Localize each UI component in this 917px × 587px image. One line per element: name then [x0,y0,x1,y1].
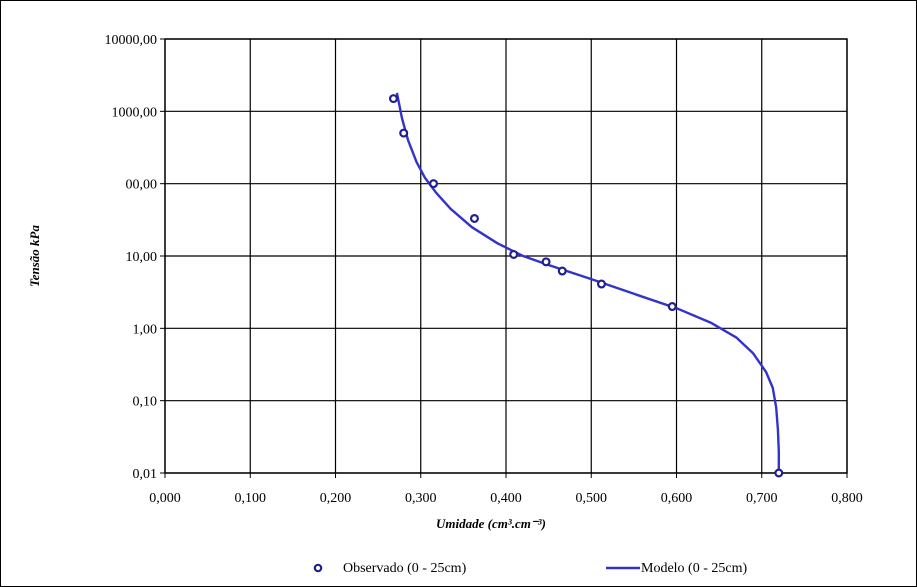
data-point-observado [557,266,567,276]
y-tick-label: 00,00 [126,178,158,193]
data-point-observado [541,257,551,267]
legend-label-observado: Observado (0 - 25cm) [343,561,467,576]
data-point-observado [596,279,606,289]
data-point-observado [429,179,439,189]
x-tick-label: 0,300 [405,491,437,506]
x-tick-label: 0,200 [320,491,352,506]
legend-marker-observado [313,563,323,573]
x-tick-label: 0,400 [490,491,522,506]
x-tick-label: 0,100 [235,491,267,506]
y-tick-label: 1,00 [133,322,158,337]
x-tick-label: 0,800 [831,491,863,506]
x-axis-title: Umidade (cm³.cm⁻³) [436,516,546,531]
data-point-observado [399,128,409,138]
y-tick-label: 0,10 [133,395,158,410]
y-tick-label: 0,01 [133,467,158,482]
x-tick-label: 0,000 [149,491,181,506]
data-point-observado [667,302,677,312]
x-tick-label: 0,600 [661,491,693,506]
x-tick-label: 0,500 [576,491,608,506]
y-tick-label: 1000,00 [112,105,158,120]
y-axis-title: Tensão kPa [27,225,42,287]
data-point-observado [388,94,398,104]
data-point-observado [509,249,519,259]
data-point-observado [469,213,479,223]
y-tick-label: 10,00 [126,250,158,265]
data-point-observado [774,468,784,478]
x-tick-label: 0,700 [746,491,778,506]
series-line-modelo [395,92,780,473]
legend-label-modelo: Modelo (0 - 25cm) [641,561,747,576]
y-tick-label: 10000,00 [105,33,158,48]
